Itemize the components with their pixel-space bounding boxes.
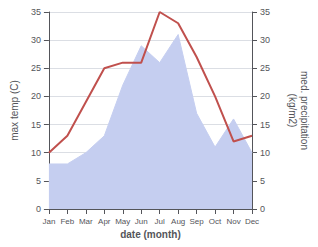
svg-text:25: 25 <box>31 63 41 73</box>
svg-text:5: 5 <box>36 176 41 186</box>
svg-text:med. precipitation: med. precipitation <box>299 71 310 150</box>
svg-text:30: 30 <box>31 35 41 45</box>
svg-text:Sep: Sep <box>189 217 204 226</box>
svg-text:35: 35 <box>31 7 41 17</box>
svg-text:15: 15 <box>260 120 270 130</box>
svg-text:30: 30 <box>260 35 270 45</box>
svg-text:Jan: Jan <box>42 217 55 226</box>
svg-text:May: May <box>115 217 130 226</box>
svg-text:25: 25 <box>260 63 270 73</box>
svg-text:(kg/m2): (kg/m2) <box>287 94 298 128</box>
svg-text:5: 5 <box>260 176 265 186</box>
svg-text:0: 0 <box>36 204 41 214</box>
svg-text:Feb: Feb <box>60 217 74 226</box>
svg-text:Mar: Mar <box>79 217 93 226</box>
svg-text:10: 10 <box>260 148 270 158</box>
svg-text:date (month): date (month) <box>120 229 181 240</box>
svg-text:35: 35 <box>260 7 270 17</box>
svg-text:Nov: Nov <box>226 217 240 226</box>
svg-text:Apr: Apr <box>98 217 111 226</box>
svg-text:15: 15 <box>31 120 41 130</box>
svg-text:Aug: Aug <box>171 217 185 226</box>
svg-text:20: 20 <box>260 91 270 101</box>
svg-text:Oct: Oct <box>209 217 222 226</box>
svg-text:10: 10 <box>31 148 41 158</box>
svg-text:Jun: Jun <box>135 217 148 226</box>
svg-text:Jul: Jul <box>155 217 165 226</box>
svg-text:Dec: Dec <box>245 217 259 226</box>
svg-text:0: 0 <box>260 204 265 214</box>
svg-text:max temp (C): max temp (C) <box>9 80 20 141</box>
svg-text:20: 20 <box>31 91 41 101</box>
